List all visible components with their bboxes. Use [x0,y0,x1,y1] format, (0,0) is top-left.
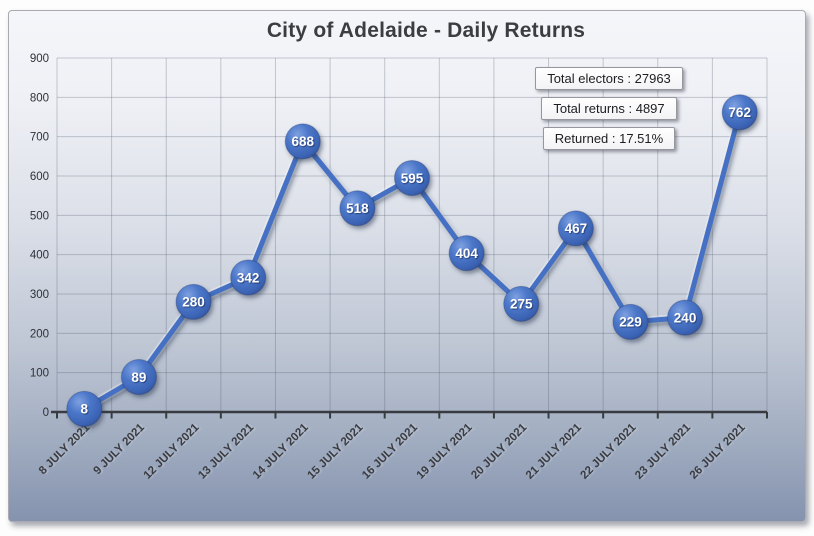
data-point-marker [557,210,594,247]
data-point-label: 342 [237,270,260,285]
data-point: 688 [284,123,321,160]
x-tick-label: 14 JULY 2021 [251,421,311,481]
x-axis [51,410,768,419]
data-point: 8 [66,390,103,427]
data-point-label: 595 [401,171,424,186]
stats-panel: Total electors : 27963 Total returns : 4… [521,67,697,150]
chart-container: City of Adelaide - Daily Returns 0 100 200… [8,10,806,522]
y-tick-label: 400 [30,250,49,262]
chart-title: City of Adelaide - Daily Returns [266,19,586,42]
data-point: 342 [230,259,267,296]
y-tick-label: 0 [43,407,49,419]
x-tick-label: 23 JULY 2021 [633,421,693,481]
y-tick-label: 200 [30,328,49,340]
x-tick-label: 9 JULY 2021 [92,421,148,477]
data-point-marker [612,303,649,340]
data-point-marker [339,190,376,227]
x-tick-label: 20 JULY 2021 [469,421,529,481]
x-tick-label: 8 JULY 2021 [37,421,93,477]
y-tick-label: 300 [30,289,49,301]
data-point-marker [120,358,157,395]
y-tick-label: 600 [30,171,49,183]
data-point-marker [66,390,103,427]
data-point: 89 [120,358,157,395]
series-line [81,109,743,412]
stat-total-returns: Total returns : 4897 [541,97,677,120]
data-point-label: 280 [182,295,205,310]
data-point-marker [230,259,267,296]
y-tick-label: 100 [30,368,49,380]
stat-total-electors: Total electors : 27963 [535,67,683,90]
data-point: 280 [175,283,212,320]
data-point-label: 229 [619,315,642,330]
stat-returned-pct: Returned : 17.51% [542,127,676,150]
data-point: 404 [448,235,485,272]
data-point: 229 [612,303,649,340]
y-tick-label: 500 [30,210,49,222]
chart-canvas: 0 100 200 300 400 500 600 700 800 900 8 JULY 2021 9… [30,53,768,482]
data-point-label: 518 [346,201,369,216]
data-point: 762 [721,94,758,131]
data-point-label: 8 [81,402,89,417]
data-point: 240 [667,299,704,336]
data-point: 595 [394,159,430,196]
data-point-marker [667,299,704,336]
data-point: 518 [339,190,376,227]
series-line-halo [80,108,744,414]
x-tick-label: 21 JULY 2021 [524,421,584,481]
y-tick-label: 700 [30,132,49,144]
x-tick-label: 13 JULY 2021 [196,421,256,481]
x-tick-label: 16 JULY 2021 [360,421,420,481]
data-point-label: 240 [674,310,697,325]
data-point-label: 762 [728,105,751,120]
data-point-label: 404 [455,246,478,261]
x-tick-label: 15 JULY 2021 [305,421,365,481]
data-point-label: 467 [565,221,588,236]
data-point: 275 [503,285,540,322]
data-point-marker [448,235,485,272]
y-tick-label: 900 [30,53,49,65]
data-point-marker [284,123,321,160]
data-point: 467 [557,210,594,247]
data-point-marker [503,285,540,322]
data-point-marker [175,283,212,320]
x-tick-label: 22 JULY 2021 [579,421,639,481]
data-point-label: 275 [510,297,533,312]
data-point-marker [394,159,430,196]
data-point-marker [721,94,758,131]
data-point-label: 688 [292,134,315,149]
x-tick-label: 12 JULY 2021 [142,421,202,481]
gridlines [56,57,768,412]
x-tick-label: 19 JULY 2021 [415,421,475,481]
y-tick-label: 800 [30,92,49,104]
data-point-label: 89 [131,370,146,385]
x-tick-label: 26 JULY 2021 [688,421,748,481]
